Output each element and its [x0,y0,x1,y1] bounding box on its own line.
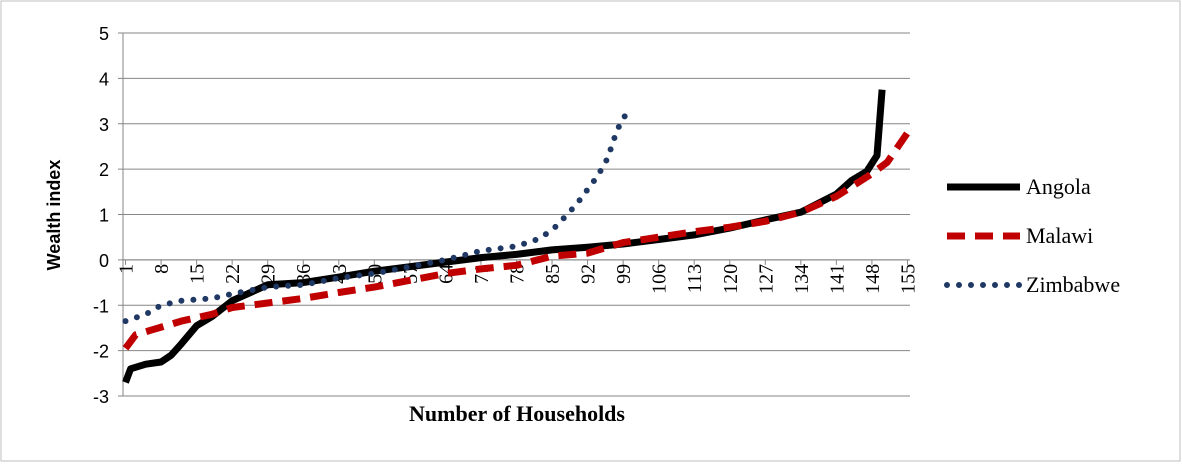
y-tick-label: 0 [99,251,109,271]
legend-label: Malawi [1026,223,1093,248]
y-tick-label: 5 [99,24,109,44]
x-tick-label: 15 [187,264,209,284]
y-tick-label: 1 [99,206,109,226]
x-tick-label: 1 [116,264,138,274]
series-line [122,107,632,325]
x-tick-label: 8 [151,264,173,274]
x-axis-title: Number of Households [409,401,625,426]
series-line [122,130,911,351]
y-tick-label: -1 [93,296,109,316]
x-tick-label: 92 [578,264,600,284]
x-tick-label: 134 [791,264,813,294]
x-tick-label: 155 [897,264,919,294]
legend-label: Angola [1026,174,1091,199]
x-tick-label: 148 [862,264,884,294]
y-tick-label: 3 [99,115,109,135]
x-tick-label: 64 [435,264,457,284]
series-line [122,89,886,384]
x-tick-label: 127 [755,264,777,294]
x-tick-label: 120 [720,264,742,294]
y-tick-label: -3 [93,387,109,407]
legend-label: Zimbabwe [1026,272,1120,297]
x-tick-label: 141 [826,264,848,294]
y-tick-label: -2 [93,342,109,362]
x-tick-label: 99 [613,264,635,284]
y-tick-label: 2 [99,160,109,180]
y-axis-title: Wealth index [44,160,64,271]
x-tick-label: 113 [684,264,706,293]
x-tick-label: 29 [258,264,280,284]
y-tick-label: 4 [99,69,109,89]
x-tick-label: 85 [542,264,564,284]
x-tick-label: 22 [222,264,244,284]
x-tick-label: 106 [649,264,671,294]
